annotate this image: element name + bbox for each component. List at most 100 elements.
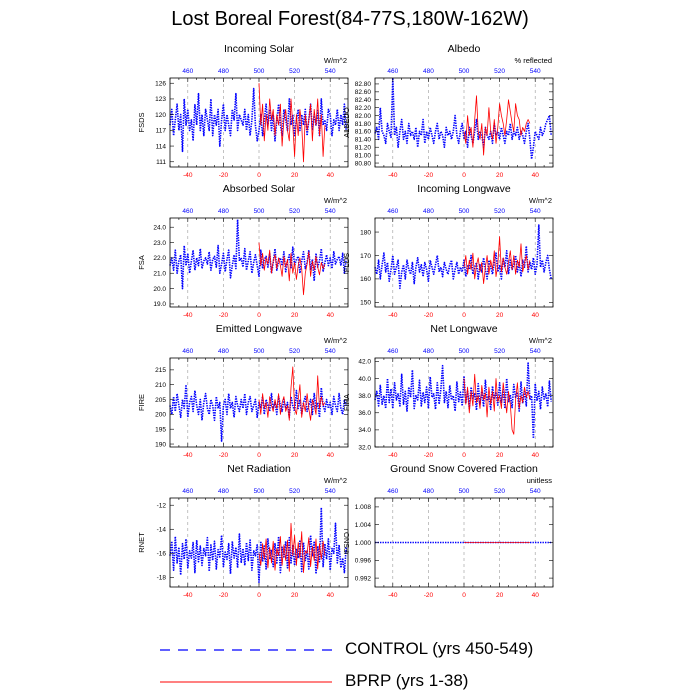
x-tick-label: -20 — [424, 312, 434, 319]
y-tick-label: 42.0 — [358, 359, 371, 366]
bprp-series-line — [258, 83, 326, 163]
y-tick-label: -14 — [157, 527, 167, 534]
top-x-tick-label: 460 — [387, 68, 398, 75]
x-tick-label: -40 — [183, 452, 193, 459]
top-x-tick-label: 500 — [459, 488, 470, 495]
panel-title: Net Radiation — [227, 463, 291, 475]
y-tick-label: 82.00 — [355, 113, 372, 120]
x-tick-label: 0 — [257, 312, 261, 319]
y-tick-label: 205 — [155, 397, 166, 404]
figure-title: Lost Boreal Forest(84-77S,180W-162W) — [171, 8, 529, 30]
y-tick-label: 126 — [155, 81, 166, 88]
y-tick-label: 81.60 — [355, 129, 372, 136]
bprp-series-line — [258, 242, 326, 296]
top-x-tick-label: 520 — [289, 68, 300, 75]
y-tick-label: 81.00 — [355, 152, 372, 159]
y-tick-label: 111 — [156, 159, 166, 166]
y-tick-label: 210 — [155, 382, 166, 389]
y-tick-label: 190 — [155, 441, 166, 448]
top-x-tick-label: 540 — [530, 68, 541, 75]
panel-fsa: Absorbed Solar W/m^2 -40 -20 0 20 40 460 480 500 5… — [137, 183, 349, 319]
top-x-tick-label: 540 — [530, 488, 541, 495]
y-tick-label: 82.80 — [355, 81, 372, 88]
x-tick-label: 20 — [496, 592, 504, 599]
control-series-line — [169, 218, 347, 290]
x-tick-label: 40 — [532, 452, 540, 459]
top-x-tick-label: 540 — [530, 348, 541, 355]
top-x-tick-label: 500 — [254, 488, 265, 495]
control-series-line — [169, 87, 347, 153]
y-axis-label: FSNO — [342, 532, 351, 553]
x-tick-label: 40 — [532, 172, 540, 179]
y-tick-label: 170 — [360, 253, 371, 260]
x-tick-label: 40 — [327, 592, 335, 599]
y-tick-label: 0.992 — [355, 575, 372, 582]
y-tick-label: 20.0 — [153, 286, 166, 293]
y-tick-label: 23.0 — [153, 240, 166, 247]
bprp-series-line — [463, 95, 531, 156]
top-x-tick-label: 480 — [218, 348, 229, 355]
top-x-tick-label: 480 — [218, 488, 229, 495]
x-tick-label: 40 — [327, 312, 335, 319]
x-tick-label: 0 — [257, 592, 261, 599]
y-tick-label: 215 — [155, 367, 166, 374]
panel-units: W/m^2 — [529, 196, 552, 205]
panel-title: Incoming Solar — [224, 43, 295, 55]
top-x-tick-label: 460 — [182, 348, 193, 355]
x-tick-label: 0 — [462, 312, 466, 319]
top-x-tick-label: 460 — [387, 348, 398, 355]
y-axis-label: FSA — [137, 255, 146, 270]
x-tick-label: 20 — [496, 452, 504, 459]
x-tick-label: 40 — [327, 452, 335, 459]
x-tick-label: -40 — [388, 452, 398, 459]
top-x-tick-label: 480 — [423, 488, 434, 495]
top-x-tick-label: 480 — [423, 348, 434, 355]
top-x-tick-label: 500 — [254, 68, 265, 75]
x-tick-label: -40 — [183, 312, 193, 319]
top-x-tick-label: 480 — [423, 208, 434, 215]
x-tick-label: 20 — [291, 312, 299, 319]
y-tick-label: 21.0 — [153, 271, 166, 278]
top-x-tick-label: 500 — [459, 68, 470, 75]
y-tick-label: 117 — [156, 128, 167, 135]
x-tick-label: 20 — [291, 592, 299, 599]
y-axis-label: FIRA — [342, 394, 351, 411]
top-x-tick-label: 540 — [325, 68, 336, 75]
y-tick-label: 82.20 — [355, 105, 372, 112]
top-x-tick-label: 500 — [254, 208, 265, 215]
x-tick-label: -40 — [388, 172, 398, 179]
y-tick-label: -12 — [157, 503, 167, 510]
y-tick-label: 80.80 — [355, 160, 372, 167]
y-tick-label: 36.0 — [358, 410, 371, 417]
bprp-series-line — [463, 373, 531, 435]
top-x-tick-label: 480 — [423, 68, 434, 75]
panel-units: W/m^2 — [324, 56, 347, 65]
y-tick-label: 40.0 — [358, 376, 371, 383]
x-tick-label: -20 — [424, 452, 434, 459]
x-tick-label: -40 — [388, 592, 398, 599]
top-x-tick-label: 460 — [387, 488, 398, 495]
panel-albedo: Albedo % reflected -40 -20 0 20 40 460 480 500 520… — [342, 43, 554, 179]
y-tick-label: 123 — [155, 96, 166, 103]
y-tick-label: 120 — [155, 112, 166, 119]
x-tick-label: 40 — [327, 172, 335, 179]
top-x-tick-label: 520 — [494, 348, 505, 355]
y-tick-label: 22.0 — [153, 255, 166, 262]
panel-title: Incoming Longwave — [417, 183, 511, 195]
y-tick-label: 195 — [155, 427, 166, 434]
top-x-tick-label: 540 — [530, 208, 541, 215]
y-tick-label: -16 — [157, 551, 167, 558]
y-tick-label: 82.40 — [355, 97, 372, 104]
bprp-series-line — [258, 366, 326, 421]
panel-flds_net: Net Longwave W/m^2 -40 -20 0 20 40 460 480 500 520… — [342, 323, 554, 459]
x-tick-label: -20 — [219, 312, 229, 319]
x-tick-label: 40 — [532, 312, 540, 319]
x-tick-label: 0 — [462, 592, 466, 599]
x-tick-label: 0 — [462, 452, 466, 459]
y-tick-label: 1.008 — [355, 504, 372, 511]
y-axis-label: ALBEDO — [342, 107, 351, 138]
y-axis-label: FSDS — [137, 112, 146, 132]
y-tick-label: 38.0 — [358, 393, 371, 400]
